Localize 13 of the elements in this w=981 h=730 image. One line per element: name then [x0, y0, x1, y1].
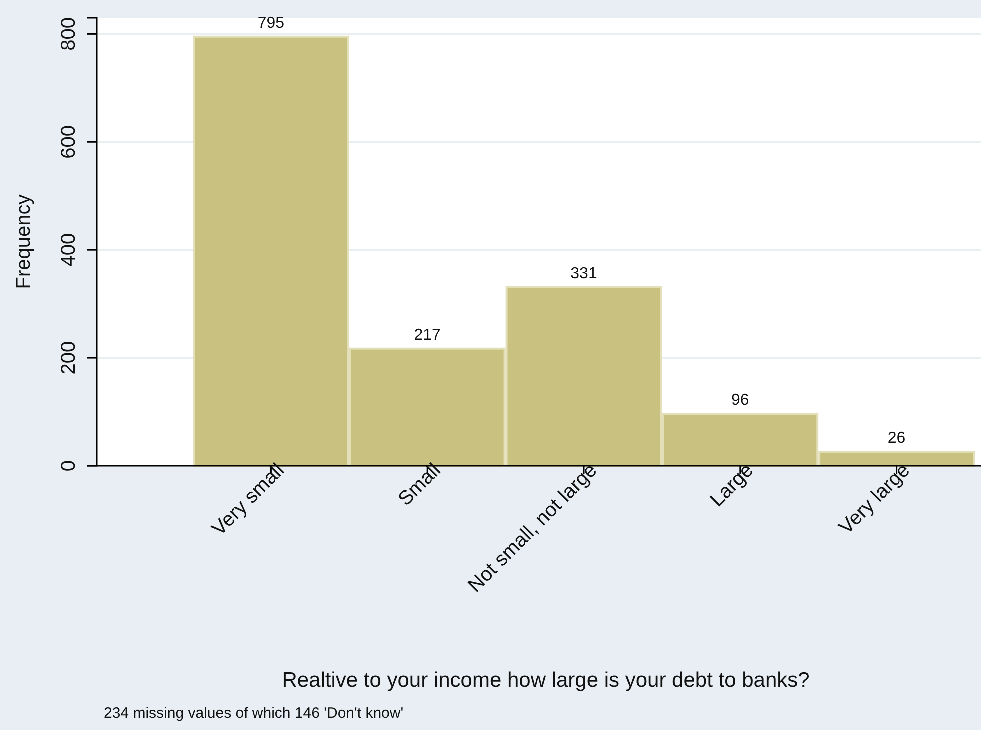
y-tick-label: 800 — [58, 18, 80, 51]
data-label: 331 — [570, 265, 598, 282]
y-tick-label: 200 — [58, 341, 80, 375]
x-axis-title: Realtive to your income how large is your debt to banks? — [282, 669, 810, 692]
data-label: 96 — [732, 392, 750, 410]
y-tick-label: 0 — [58, 460, 80, 472]
text: 234 missing values of which 146 'Don't know' — [104, 705, 404, 722]
y-tick-label: 400 — [58, 233, 80, 267]
data-label: 217 — [414, 326, 442, 344]
y-axis-title: Frequency — [13, 194, 35, 290]
y-tick-label: 600 — [58, 125, 80, 159]
data-label: 795 — [258, 14, 285, 32]
data-label: 26 — [888, 430, 906, 447]
